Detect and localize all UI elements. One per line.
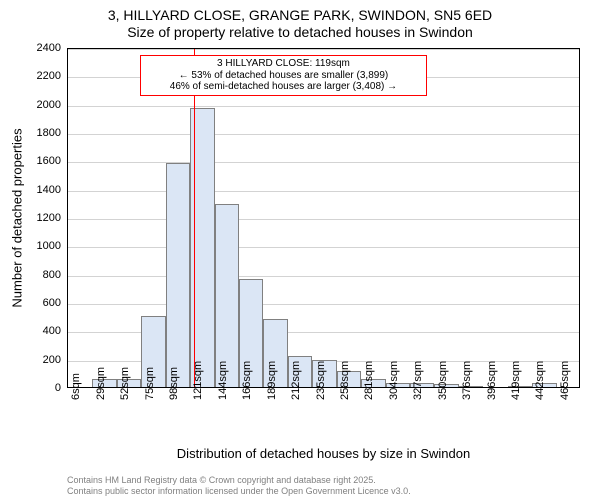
y-tick-label: 0 bbox=[21, 382, 61, 394]
y-tick-label: 2400 bbox=[21, 42, 61, 54]
annotation-line-1: 3 HILLYARD CLOSE: 119sqm bbox=[145, 58, 422, 70]
annotation-line-3: 46% of semi-detached houses are larger (… bbox=[145, 81, 422, 93]
footer-line-2: Contains public sector information licen… bbox=[67, 486, 411, 496]
y-tick-label: 2200 bbox=[21, 70, 61, 82]
chart-title-2: Size of property relative to detached ho… bbox=[0, 24, 600, 40]
grid-line bbox=[68, 304, 579, 305]
histogram-bar bbox=[215, 204, 239, 387]
grid-line bbox=[68, 134, 579, 135]
plot-area: 3 HILLYARD CLOSE: 119sqm ← 53% of detach… bbox=[67, 48, 580, 388]
y-tick-label: 2000 bbox=[21, 99, 61, 111]
y-tick-label: 1600 bbox=[21, 155, 61, 167]
histogram-chart: 3, HILLYARD CLOSE, GRANGE PARK, SWINDON,… bbox=[0, 0, 600, 500]
property-marker-line bbox=[194, 49, 195, 387]
grid-line bbox=[68, 162, 579, 163]
y-tick-label: 400 bbox=[21, 325, 61, 337]
chart-title-1: 3, HILLYARD CLOSE, GRANGE PARK, SWINDON,… bbox=[0, 7, 600, 23]
histogram-bar bbox=[166, 163, 190, 387]
annotation-box: 3 HILLYARD CLOSE: 119sqm ← 53% of detach… bbox=[140, 55, 427, 96]
grid-line bbox=[68, 219, 579, 220]
y-tick-label: 1000 bbox=[21, 240, 61, 252]
annotation-line-2: ← 53% of detached houses are smaller (3,… bbox=[145, 70, 422, 82]
footer-line-1: Contains HM Land Registry data © Crown c… bbox=[67, 475, 376, 485]
x-axis-label: Distribution of detached houses by size … bbox=[67, 446, 580, 461]
y-tick-label: 1400 bbox=[21, 184, 61, 196]
grid-line bbox=[68, 276, 579, 277]
grid-line bbox=[68, 106, 579, 107]
y-tick-label: 800 bbox=[21, 269, 61, 281]
grid-line bbox=[68, 247, 579, 248]
y-tick-label: 1200 bbox=[21, 212, 61, 224]
y-tick-label: 600 bbox=[21, 297, 61, 309]
y-tick-label: 200 bbox=[21, 354, 61, 366]
grid-line bbox=[68, 191, 579, 192]
grid-line bbox=[68, 49, 579, 50]
y-tick-label: 1800 bbox=[21, 127, 61, 139]
